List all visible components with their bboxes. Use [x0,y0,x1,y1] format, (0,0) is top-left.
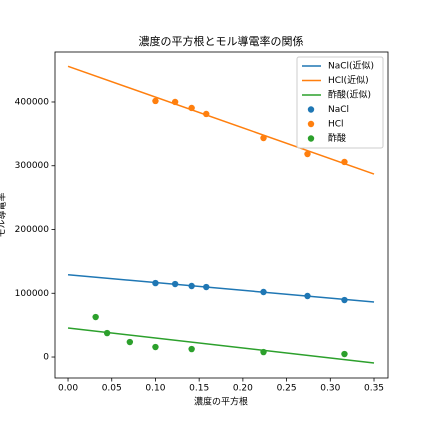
y-axis-label: モル導電率 [0,192,8,237]
y-tick-label: 100000 [15,289,50,299]
point [171,280,179,288]
legend-label: HCl [328,120,344,130]
y-tick-label: 0 [43,353,49,363]
point [103,329,111,337]
legend-marker [307,106,315,113]
legend-label: 酢酸(近似) [328,89,371,101]
legend-marker [307,135,315,142]
legend-label: 酢酸 [328,132,346,144]
legend-label: NaCl [328,105,349,115]
fit-line [67,274,375,303]
point [203,110,210,118]
x-tick-label: 0.15 [189,384,209,394]
point [188,282,195,290]
point [260,348,267,356]
point [341,296,348,304]
legend-label: HCl(近似) [328,74,369,86]
point [126,338,134,346]
point [152,97,159,105]
fit-line [67,65,375,175]
point [171,98,179,106]
x-tick-label: 0.10 [145,384,165,394]
y-tick-label: 400000 [15,97,50,107]
point [341,350,348,358]
x-tick-label: 0.20 [233,384,253,394]
plot-frame [54,51,389,379]
x-tick-label: 0.00 [58,384,78,394]
point [152,343,159,351]
y-tick-label: 200000 [15,225,50,235]
chart-title: 濃度の平方根とモル導電率の関係 [139,34,304,48]
y-tick-label: 300000 [15,161,50,171]
point [341,158,348,166]
point [304,150,311,158]
point [92,313,99,321]
point [203,283,210,291]
legend-label: NaCl(近似) [328,60,374,72]
x-tick-label: 0.05 [102,384,122,394]
x-axis-label: 濃度の平方根 [194,396,248,408]
point [188,345,195,353]
point [188,104,195,112]
fit-line [67,327,375,364]
point [304,292,311,300]
x-tick-label: 0.30 [320,384,340,394]
point [260,134,267,142]
x-tick-label: 0.35 [364,384,384,394]
point [260,288,267,296]
point [152,279,159,287]
legend-marker [307,120,315,128]
x-tick-label: 0.25 [277,384,297,394]
